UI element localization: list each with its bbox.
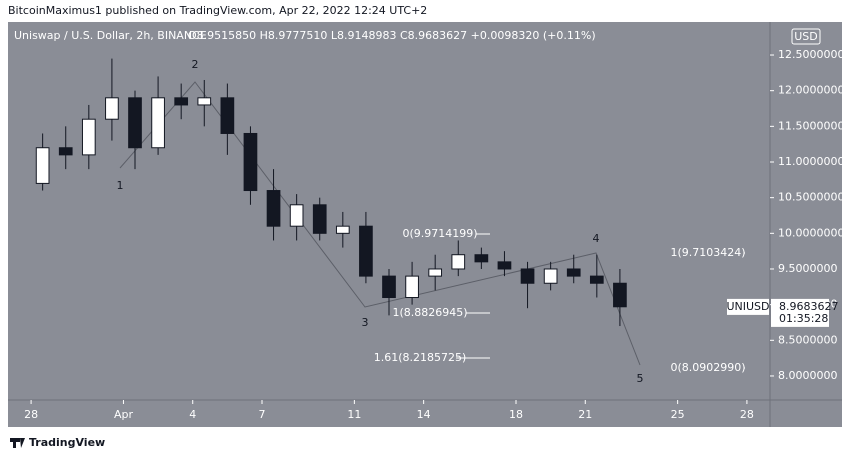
candle-body [174, 97, 189, 106]
candle-body [382, 275, 396, 299]
x-tick-label: 7 [259, 408, 266, 421]
candle-body [497, 261, 512, 270]
y-tick-label: 12.0000000 [778, 84, 844, 97]
symbol-box [727, 298, 769, 315]
x-tick-label: 28 [740, 408, 754, 421]
candle-body [428, 268, 443, 277]
candle-body [243, 132, 258, 192]
annotation: 2 [192, 58, 199, 71]
chart-background [8, 22, 842, 427]
x-tick-label: 25 [671, 408, 685, 421]
annotation: 1.61(8.2185725) [374, 351, 467, 364]
y-tick-label: 11.5000000 [778, 119, 844, 132]
last-price-box [771, 298, 829, 327]
footer: TradingView [29, 436, 105, 449]
y-tick-label: 9.5000000 [778, 262, 838, 275]
candle-body [312, 204, 327, 234]
annotation: 0(8.0902990) [670, 361, 745, 374]
candle-body [589, 275, 604, 284]
x-tick-label: 28 [24, 408, 38, 421]
candle-body [405, 275, 419, 299]
candle-body [220, 97, 235, 134]
annotation: 5 [637, 372, 644, 385]
currency: USD [794, 30, 818, 43]
y-tick-label: 8.5000000 [778, 333, 838, 346]
candle-body [35, 147, 50, 184]
candle-body [613, 282, 627, 308]
candle-body [289, 204, 304, 227]
annotation: 1(8.8826945) [392, 306, 467, 319]
candle-body [451, 254, 466, 270]
candle-body [197, 97, 212, 106]
chart-title: Uniswap / U.S. Dollar, 2h, BINANCE [14, 29, 207, 42]
footer-logo [10, 438, 25, 448]
candle-body [266, 190, 281, 227]
annotation: 1(9.7103424) [670, 246, 745, 259]
currency-box [791, 28, 821, 45]
symbol: UNIUSD [726, 300, 769, 313]
candle-body [81, 118, 96, 156]
annotation: 4 [593, 232, 600, 245]
x-tick-label: 11 [347, 408, 361, 421]
wave-line [119, 81, 641, 366]
header: BitcoinMaximus1 published on TradingView… [8, 4, 427, 17]
x-tick-label: 4 [189, 408, 196, 421]
candle-body [566, 268, 581, 277]
annotation: 3 [362, 316, 369, 329]
x-tick-label: 14 [417, 408, 431, 421]
candle-body [58, 147, 73, 156]
candle-body [359, 225, 373, 277]
y-tick-label: 11.0000000 [778, 155, 844, 168]
ohlc-text: O8.9515850 H8.9777510 L8.9148983 C8.9683… [188, 29, 596, 42]
y-tick-label: 10.5000000 [778, 191, 844, 204]
x-tick-label: 21 [578, 408, 592, 421]
annotation: 0(9.9714199) [402, 227, 477, 240]
candle-body [543, 268, 558, 284]
y-tick-label: 12.5000000 [778, 48, 844, 61]
x-tick-label: Apr [114, 408, 134, 421]
annotation: 1 [117, 179, 124, 192]
candle-body [105, 97, 119, 120]
candle-body [474, 254, 489, 263]
y-tick-label: 10.0000000 [778, 226, 844, 239]
candle-body [128, 97, 142, 149]
candle-body [151, 97, 165, 149]
countdown: 01:35:28 [779, 312, 828, 325]
last-price: 8.9683627 [779, 300, 839, 313]
candle-body [335, 225, 350, 234]
y-tick-label: 8.0000000 [778, 369, 838, 382]
candle-body [520, 268, 535, 284]
x-tick-label: 18 [509, 408, 523, 421]
